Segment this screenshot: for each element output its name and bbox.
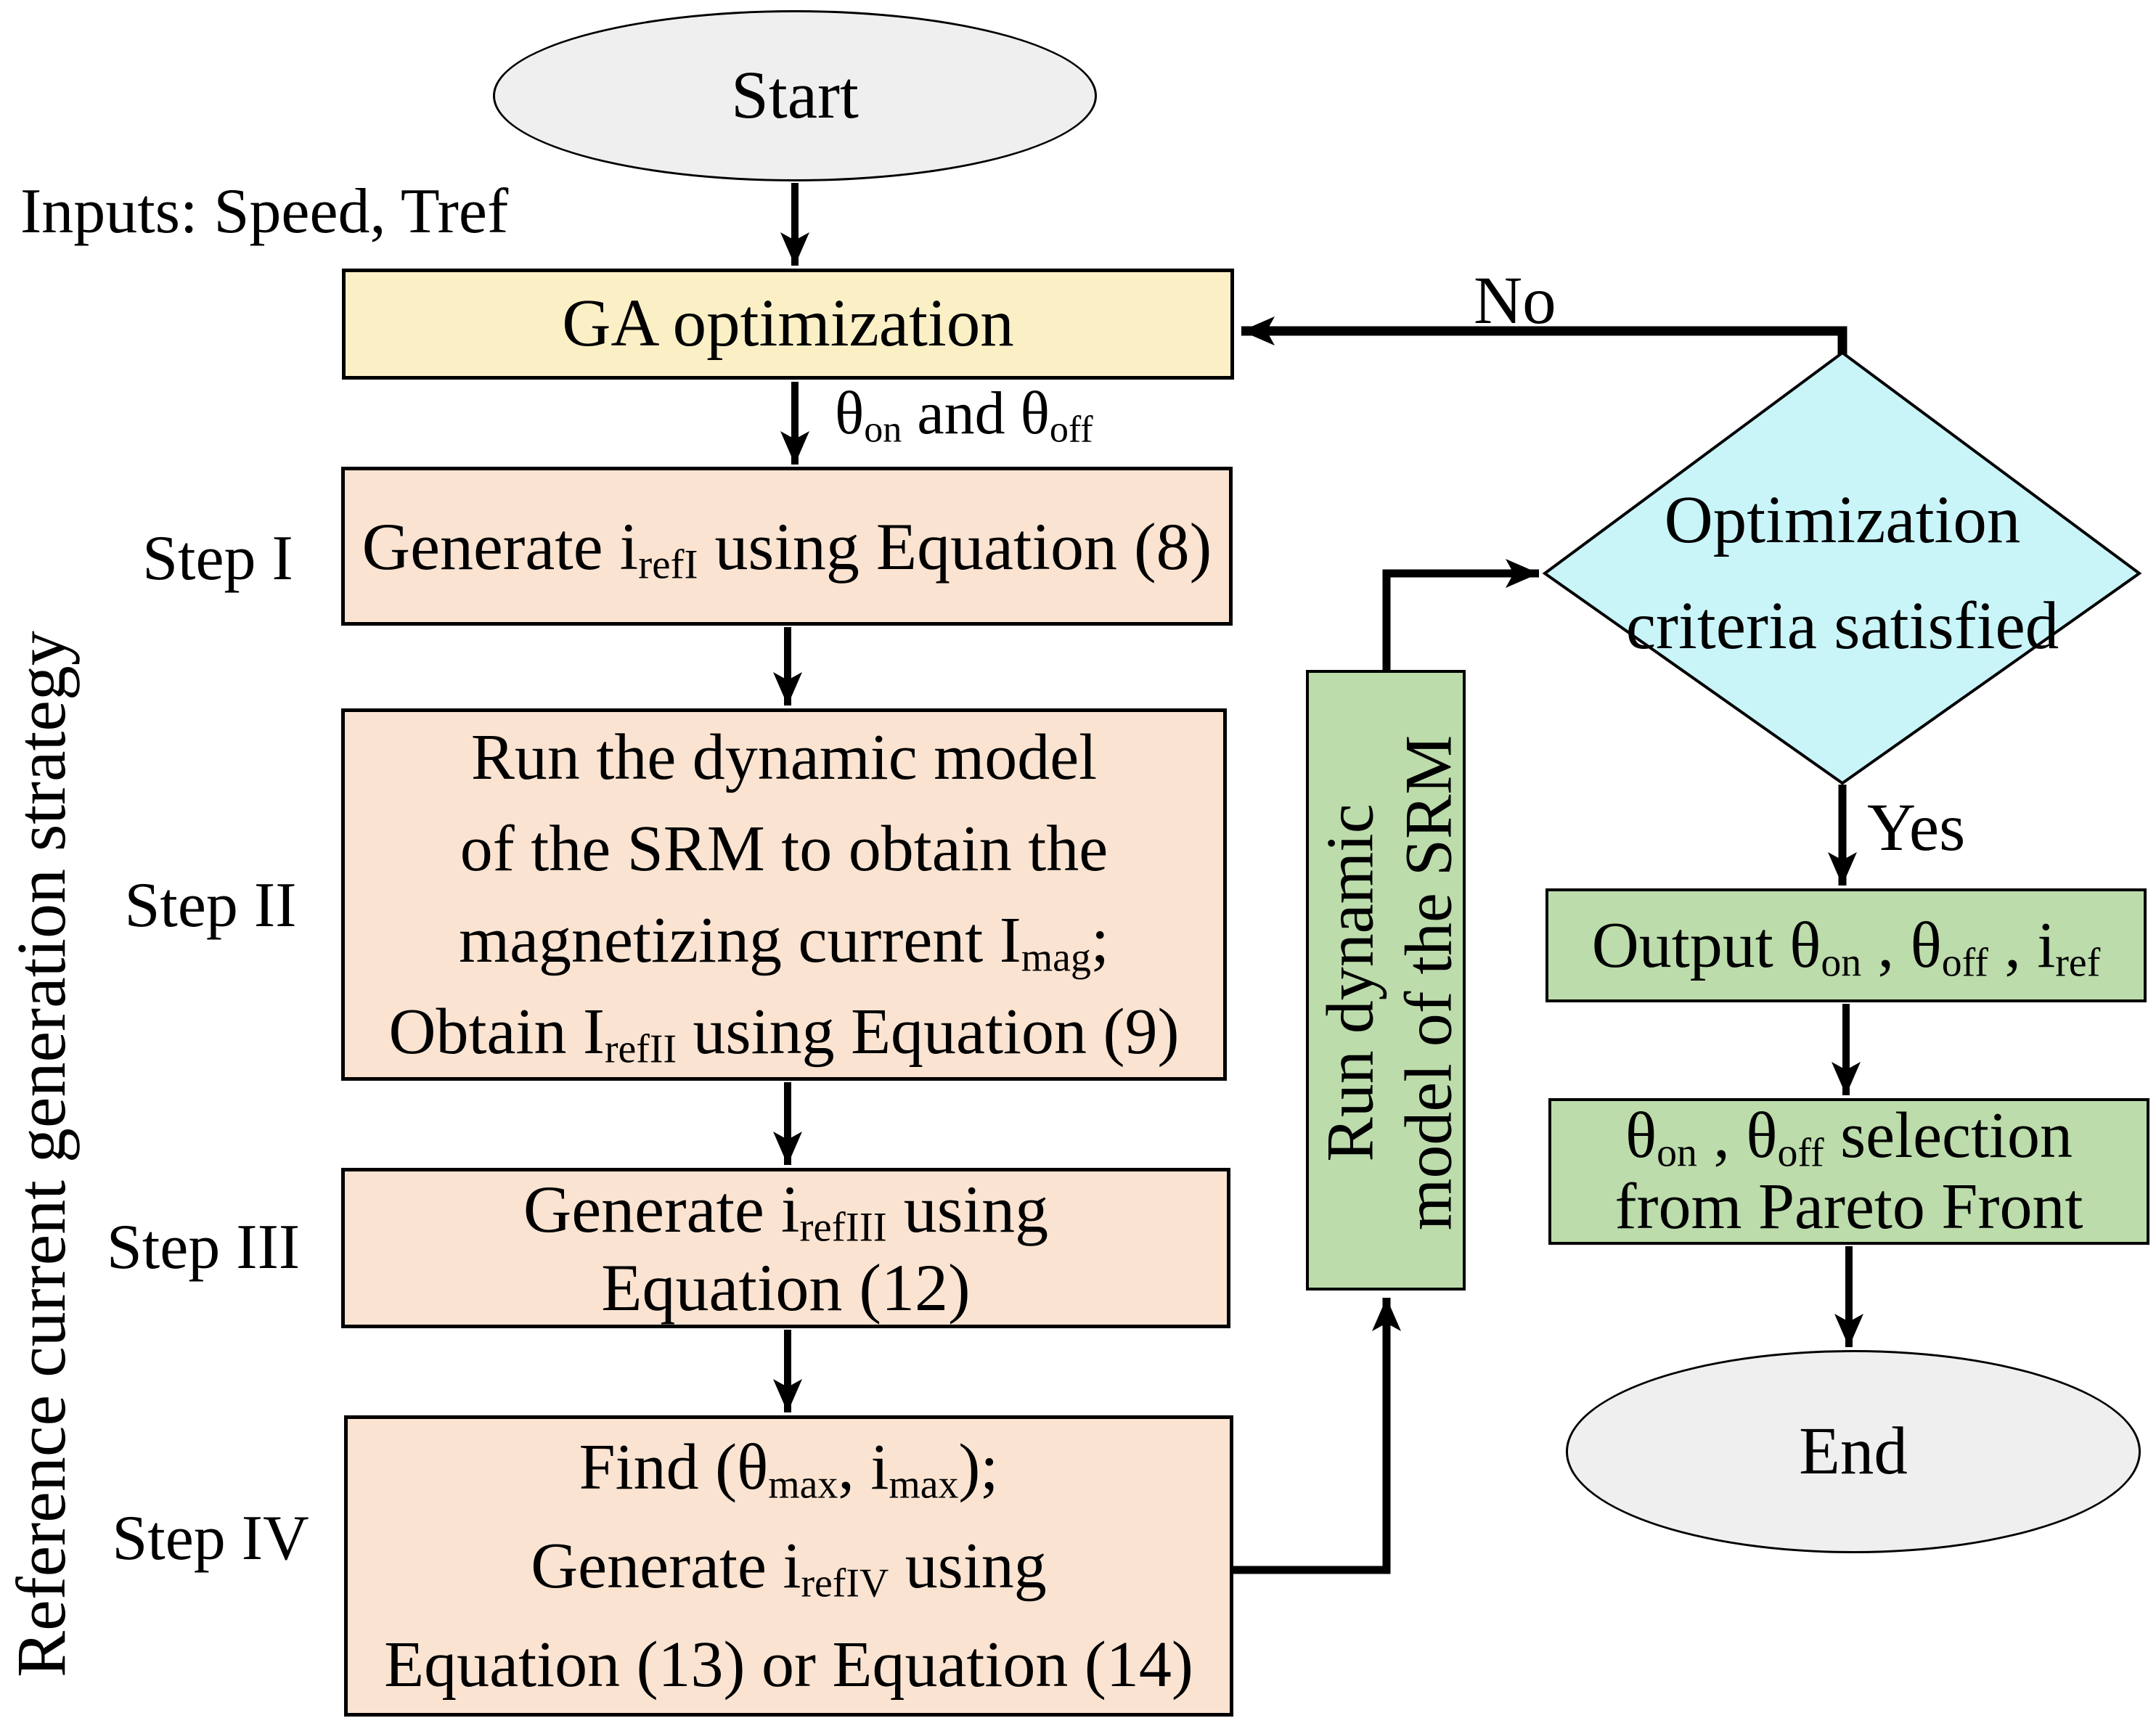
yes-label: Yes	[1867, 790, 1966, 865]
inputs-label: Inputs: Speed, Tref	[20, 176, 509, 247]
step1-text: Generate irefI using Equation (8)	[362, 509, 1212, 588]
run-dynamic-model-box: Run dynamic model of the SRM	[1306, 670, 1466, 1291]
step4-text: Find (θmax, imax); Generate irefIV using E…	[384, 1431, 1193, 1701]
output-text: Output θon , θoff , iref	[1591, 909, 2101, 985]
side-caption-wrap: Reference current generation strategy	[1, 605, 80, 1703]
step1-label: Step I	[142, 523, 293, 594]
step3-text: Generate irefIII using Equation (12)	[523, 1171, 1049, 1325]
step2-box: Run the dynamic model of the SRM to obtai…	[341, 708, 1227, 1081]
theta-output-label: θon and θoff	[835, 380, 1093, 451]
pareto-selection-box: θon , θoff selection from Pareto Front	[1548, 1098, 2149, 1245]
output-box: Output θon , θoff , iref	[1545, 888, 2147, 1002]
start-terminal: Start	[493, 10, 1097, 181]
side-caption: Reference current generation strategy	[1, 631, 80, 1677]
step2-label: Step II	[124, 870, 297, 941]
decision-diamond-text: Optimization criteria satisfied	[1625, 483, 2059, 663]
step4-label: Step IV	[112, 1503, 309, 1574]
step2-text: Run the dynamic model of the SRM to obtai…	[388, 721, 1180, 1071]
start-label: Start	[731, 57, 859, 133]
ga-optimization-box: GA optimization	[342, 269, 1234, 380]
ga-optimization-label: GA optimization	[562, 286, 1014, 361]
end-terminal: End	[1566, 1350, 2141, 1553]
pareto-selection-text: θon , θoff selection from Pareto Front	[1614, 1100, 2083, 1243]
connector-srm-to-diamond	[1382, 559, 1539, 671]
end-label: End	[1799, 1413, 1908, 1489]
step3-box: Generate irefIII using Equation (12)	[341, 1168, 1230, 1328]
step3-label: Step III	[106, 1212, 301, 1283]
step4-box: Find (θmax, imax); Generate irefIV using E…	[344, 1415, 1233, 1717]
connector-step4-to-srm	[1233, 1298, 1401, 1574]
run-dynamic-model-text: Run dynamic model of the SRM	[1312, 735, 1466, 1231]
step1-box: Generate irefI using Equation (8)	[341, 467, 1233, 626]
no-label: No	[1474, 263, 1556, 338]
